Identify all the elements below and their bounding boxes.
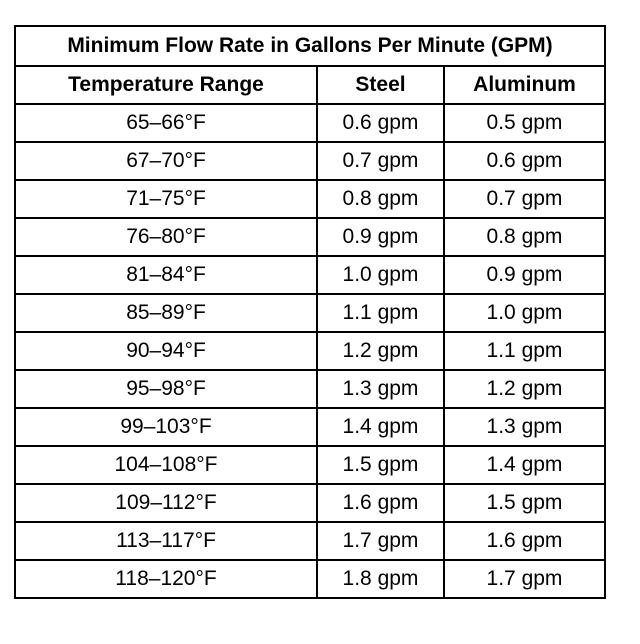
cell-temperature-range: 113–117°F: [14, 521, 318, 561]
cell-steel: 1.3 gpm: [316, 369, 445, 409]
table-row: 67–70°F 0.7 gpm 0.6 gpm: [14, 141, 606, 181]
cell-steel: 1.1 gpm: [316, 293, 445, 333]
header-steel: Steel: [316, 65, 445, 105]
cell-temperature-range: 118–120°F: [14, 559, 318, 599]
header-temperature-range: Temperature Range: [14, 65, 318, 105]
table-row: 109–112°F 1.6 gpm 1.5 gpm: [14, 483, 606, 523]
table-row: 85–89°F 1.1 gpm 1.0 gpm: [14, 293, 606, 333]
cell-aluminum: 1.3 gpm: [443, 407, 606, 447]
table-row: 65–66°F 0.6 gpm 0.5 gpm: [14, 103, 606, 143]
cell-steel: 0.7 gpm: [316, 141, 445, 181]
cell-aluminum: 1.2 gpm: [443, 369, 606, 409]
table-row: 90–94°F 1.2 gpm 1.1 gpm: [14, 331, 606, 371]
cell-steel: 0.9 gpm: [316, 217, 445, 257]
cell-steel: 1.4 gpm: [316, 407, 445, 447]
table-row: 95–98°F 1.3 gpm 1.2 gpm: [14, 369, 606, 409]
cell-aluminum: 0.8 gpm: [443, 217, 606, 257]
cell-steel: 1.6 gpm: [316, 483, 445, 523]
cell-temperature-range: 95–98°F: [14, 369, 318, 409]
cell-temperature-range: 104–108°F: [14, 445, 318, 485]
table-row: 71–75°F 0.8 gpm 0.7 gpm: [14, 179, 606, 219]
table-header-row: Temperature Range Steel Aluminum: [14, 65, 606, 105]
cell-aluminum: 0.5 gpm: [443, 103, 606, 143]
table-row: 76–80°F 0.9 gpm 0.8 gpm: [14, 217, 606, 257]
cell-temperature-range: 85–89°F: [14, 293, 318, 333]
table-row: 118–120°F 1.8 gpm 1.7 gpm: [14, 559, 606, 599]
cell-aluminum: 1.7 gpm: [443, 559, 606, 599]
cell-temperature-range: 71–75°F: [14, 179, 318, 219]
cell-aluminum: 1.6 gpm: [443, 521, 606, 561]
table-title-row: Minimum Flow Rate in Gallons Per Minute …: [14, 25, 606, 67]
cell-temperature-range: 90–94°F: [14, 331, 318, 371]
table-row: 99–103°F 1.4 gpm 1.3 gpm: [14, 407, 606, 447]
table-row: 113–117°F 1.7 gpm 1.6 gpm: [14, 521, 606, 561]
cell-temperature-range: 109–112°F: [14, 483, 318, 523]
cell-aluminum: 0.7 gpm: [443, 179, 606, 219]
cell-steel: 1.8 gpm: [316, 559, 445, 599]
cell-steel: 1.2 gpm: [316, 331, 445, 371]
cell-temperature-range: 81–84°F: [14, 255, 318, 295]
table-row: 81–84°F 1.0 gpm 0.9 gpm: [14, 255, 606, 295]
cell-aluminum: 1.0 gpm: [443, 293, 606, 333]
table-body: 65–66°F 0.6 gpm 0.5 gpm 67–70°F 0.7 gpm 0.6 g…: [14, 103, 606, 599]
cell-steel: 1.5 gpm: [316, 445, 445, 485]
table-row: 104–108°F 1.5 gpm 1.4 gpm: [14, 445, 606, 485]
cell-steel: 1.7 gpm: [316, 521, 445, 561]
cell-steel: 1.0 gpm: [316, 255, 445, 295]
cell-aluminum: 0.9 gpm: [443, 255, 606, 295]
cell-aluminum: 0.6 gpm: [443, 141, 606, 181]
cell-steel: 0.8 gpm: [316, 179, 445, 219]
cell-aluminum: 1.5 gpm: [443, 483, 606, 523]
cell-aluminum: 1.4 gpm: [443, 445, 606, 485]
header-aluminum: Aluminum: [443, 65, 606, 105]
cell-temperature-range: 76–80°F: [14, 217, 318, 257]
cell-temperature-range: 67–70°F: [14, 141, 318, 181]
flow-rate-table: Minimum Flow Rate in Gallons Per Minute …: [14, 25, 606, 599]
table-title: Minimum Flow Rate in Gallons Per Minute …: [14, 25, 606, 67]
cell-temperature-range: 99–103°F: [14, 407, 318, 447]
cell-steel: 0.6 gpm: [316, 103, 445, 143]
cell-temperature-range: 65–66°F: [14, 103, 318, 143]
cell-aluminum: 1.1 gpm: [443, 331, 606, 371]
